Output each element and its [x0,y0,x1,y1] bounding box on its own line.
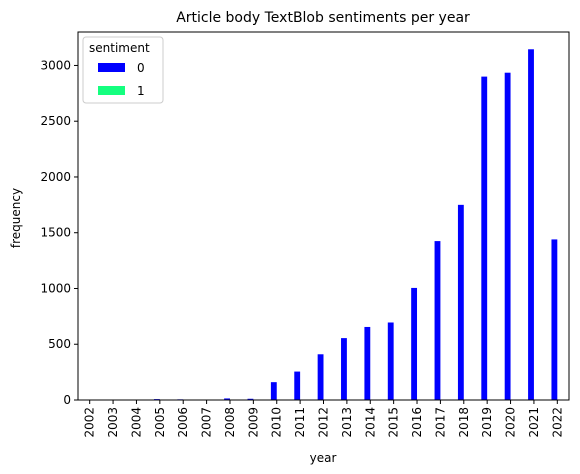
y-tick-label: 2500 [40,114,71,128]
y-tick-label: 500 [48,337,71,351]
bar-series-0 [247,398,254,400]
x-tick-label: 2003 [106,407,120,438]
x-tick-label: 2005 [153,407,167,438]
axes-frame [77,31,570,401]
bar-series-0 [457,204,464,400]
x-tick-label: 2008 [223,407,237,438]
bar-series-0 [364,326,371,400]
x-tick-label: 2011 [293,407,307,438]
bar-series-0 [317,354,324,400]
bar-series-0 [224,398,230,400]
bar-series-0 [528,49,534,400]
bar-series-0 [551,239,558,400]
y-tick-label: 1000 [40,281,71,295]
legend-label-0: 0 [137,61,145,75]
y-axis-label: frequency [9,188,23,248]
x-tick-label: 2020 [504,407,518,438]
x-tick-label: 2016 [410,407,424,438]
x-tick-label: 2021 [527,407,541,438]
x-tick-label: 2006 [176,407,190,438]
bar-series-0 [341,338,347,400]
bar-series-0 [504,72,511,400]
y-tick-label: 1500 [40,226,71,240]
x-tick-label: 2009 [246,407,260,438]
y-tick-label: 0 [63,393,71,407]
x-tick-label: 2018 [457,407,471,438]
legend-swatch-0 [98,63,125,72]
bar-series-0 [387,322,394,400]
x-tick-label: 2013 [340,407,354,438]
legend-title: sentiment [89,41,150,55]
chart-title: Article body TextBlob sentiments per yea… [176,10,470,26]
plot-area: 0 500 1000 1500 2000 2500 3000 2002 2003 2004 2005… [40,31,570,438]
bar-series-0 [411,287,418,400]
x-tick-label: 2010 [270,407,284,438]
x-tick-label: 2019 [480,407,494,438]
bar-series-0 [434,241,441,400]
y-tick-label: 2000 [40,170,71,184]
x-axis-label: year [310,451,337,465]
x-tick-label: 2015 [387,407,401,438]
y-tick-label: 3000 [40,58,71,72]
x-tick-label: 2017 [433,407,447,438]
legend-swatch-1 [98,86,125,95]
x-tick-label: 2012 [317,407,331,438]
x-tick-label: 2002 [83,407,97,438]
x-tick-label: 2014 [363,407,377,438]
bar-series-0 [294,371,301,400]
x-tick-label: 2007 [200,407,214,438]
x-tick-label: 2022 [550,407,564,438]
legend: sentiment 0 1 [82,36,164,104]
x-tick-label: 2004 [129,407,143,438]
bar-series-0 [270,382,277,400]
legend-label-1: 1 [137,84,145,98]
bar-series-0 [481,76,488,400]
